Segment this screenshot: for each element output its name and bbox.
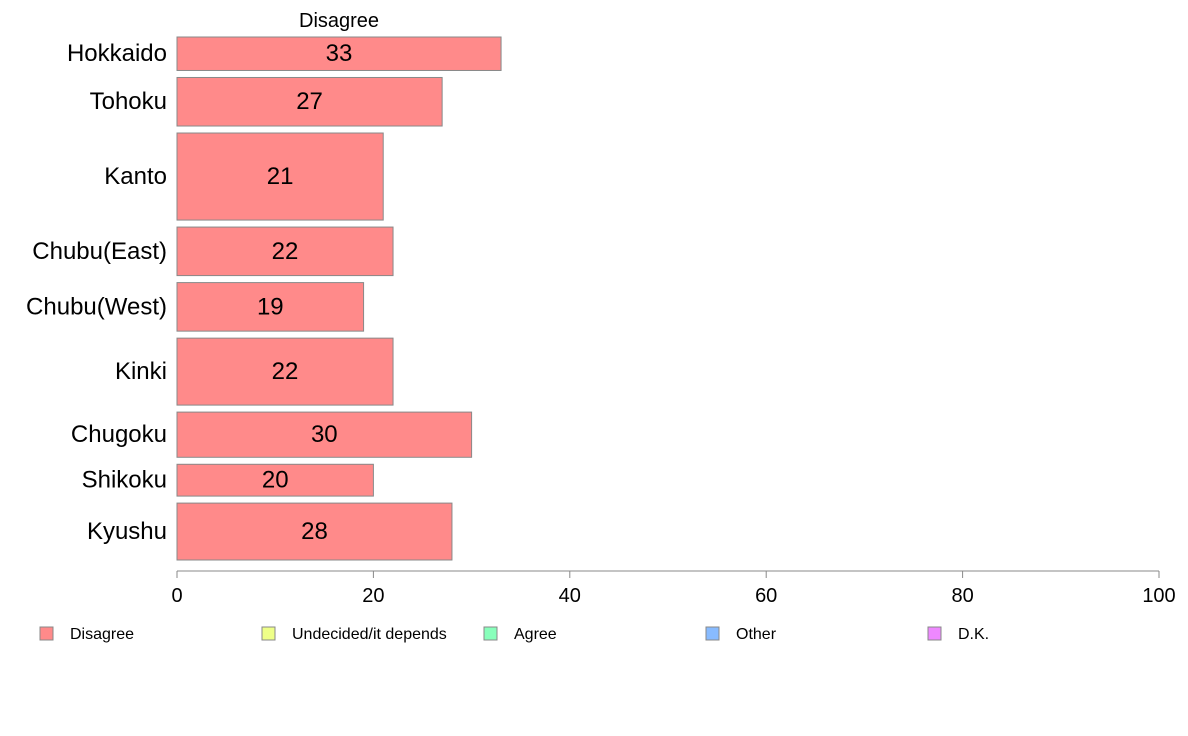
category-label: Chubu(West) — [26, 293, 167, 320]
category-label: Chubu(East) — [32, 238, 167, 265]
bar-chugoku — [176, 411, 473, 458]
column-header-disagree: Disagree — [299, 10, 379, 32]
bar-value-label: 21 — [267, 163, 294, 190]
bar-kyushu — [176, 502, 453, 561]
bar-chubu-east- — [176, 226, 394, 277]
bar-value-label: 30 — [311, 421, 338, 448]
bar-value-label: 28 — [301, 518, 328, 545]
legend: Disagree Undecided/it depends Agree Other D.… — [39, 626, 989, 643]
category-label: Shikoku — [82, 467, 167, 494]
legend-label: Disagree — [70, 626, 134, 643]
bar-value-label: 27 — [296, 88, 323, 115]
bar-value-label: 33 — [326, 40, 353, 67]
legend-label: Agree — [514, 626, 557, 643]
x-tick-label: 20 — [362, 585, 384, 607]
legend-swatch — [705, 626, 720, 641]
legend-label: Undecided/it depends — [292, 626, 447, 643]
legend-swatch — [927, 626, 942, 641]
bar-kinki — [176, 337, 394, 406]
category-label: Kinki — [115, 358, 167, 385]
x-tick-label: 40 — [559, 585, 581, 607]
bar-tohoku — [176, 76, 443, 127]
category-label: Tohoku — [90, 88, 167, 115]
bar-value-label: 19 — [257, 293, 284, 320]
category-label: Chugoku — [71, 421, 167, 448]
x-tick-label: 0 — [171, 585, 182, 607]
bar-kanto — [176, 132, 384, 221]
category-label: Kyushu — [87, 518, 167, 545]
x-tick-label: 80 — [951, 585, 973, 607]
legend-swatch — [261, 626, 276, 641]
category-label: Kanto — [104, 163, 167, 190]
x-axis: 0 20 40 60 80 100 — [171, 570, 1176, 607]
bar-value-label: 22 — [272, 358, 299, 385]
bar-value-label: 20 — [262, 467, 289, 494]
bar-value-label: 22 — [272, 238, 299, 265]
legend-swatch — [39, 626, 54, 641]
category-label: Hokkaido — [67, 40, 167, 67]
legend-label: D.K. — [958, 626, 989, 643]
category-labels: Hokkaido Tohoku Kanto Chubu(East) Chubu(West… — [26, 40, 167, 545]
legend-swatch — [483, 626, 498, 641]
legend-label: Other — [736, 626, 777, 643]
x-tick-label: 60 — [755, 585, 777, 607]
x-tick-label: 100 — [1142, 585, 1175, 607]
bar-chubu-west- — [176, 282, 365, 332]
bar-shikoku — [176, 463, 374, 497]
bar-hokkaido — [176, 36, 502, 71]
